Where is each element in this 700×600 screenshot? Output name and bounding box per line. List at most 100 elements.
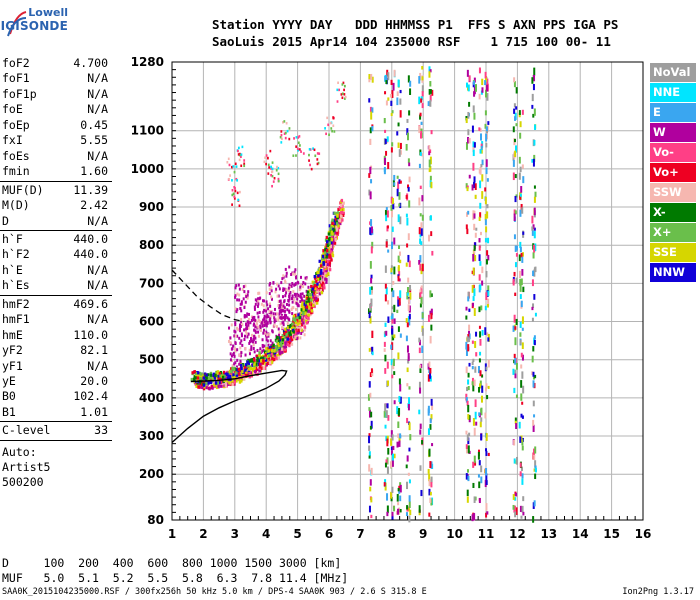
echo-point: [465, 315, 468, 320]
echo-point: [369, 479, 372, 486]
echo-point: [485, 480, 488, 486]
echo-point: [430, 461, 433, 469]
echo-point: [368, 433, 371, 438]
echo-point: [325, 274, 328, 278]
echo-point: [428, 159, 431, 168]
echo-point: [514, 497, 517, 501]
echo-point: [254, 340, 257, 344]
echo-point: [392, 336, 395, 341]
echo-point: [279, 316, 282, 320]
y-tick-label: 80: [147, 513, 164, 527]
echo-point: [427, 314, 430, 322]
echo-point: [479, 212, 482, 218]
echo-point: [430, 398, 433, 406]
echo-point: [327, 250, 330, 254]
echo-point: [480, 305, 483, 311]
echo-point: [520, 380, 523, 388]
echo-point: [385, 459, 388, 465]
echo-point: [277, 300, 280, 304]
echo-point: [485, 448, 488, 452]
echo-point: [265, 154, 268, 157]
echo-point: [384, 91, 387, 95]
echo-point: [471, 285, 474, 293]
echo-point: [228, 177, 230, 181]
echo-point: [368, 348, 371, 352]
echo-point: [484, 213, 487, 221]
echo-point: [430, 181, 433, 189]
echo-point: [203, 385, 206, 389]
echo-point: [281, 333, 284, 338]
echo-point: [420, 128, 423, 134]
echo-point: [328, 268, 332, 272]
echo-point: [481, 330, 484, 336]
echo-point: [277, 345, 280, 350]
echo-point: [311, 297, 315, 302]
echo-point: [234, 189, 237, 193]
echo-point: [467, 414, 470, 420]
echo-point: [515, 145, 518, 153]
echo-point: [268, 319, 271, 323]
echo-point: [472, 80, 475, 85]
echo-point: [330, 248, 334, 252]
echo-point: [324, 277, 327, 281]
echo-point: [270, 174, 273, 177]
echo-point: [532, 346, 535, 352]
param-row: yF2 82.1: [2, 343, 108, 358]
echo-point: [514, 357, 517, 365]
echo-point: [531, 215, 534, 224]
echo-point: [485, 259, 488, 265]
echo-point: [284, 136, 287, 140]
echo-point: [330, 240, 333, 244]
echo-point: [229, 336, 232, 340]
echo-point: [513, 505, 516, 512]
param-label: h`E: [2, 262, 23, 277]
echo-point: [291, 294, 294, 298]
echo-point: [238, 204, 241, 207]
echo-point: [265, 330, 268, 334]
echo-point: [515, 492, 518, 497]
echo-point: [294, 274, 297, 278]
echo-point: [393, 174, 396, 181]
echo-point: [239, 379, 243, 383]
echo-point: [289, 290, 292, 294]
echo-point: [408, 479, 411, 484]
x-tick-label: 1: [168, 527, 176, 541]
echo-point: [390, 344, 393, 350]
legend-item: X+: [650, 223, 696, 242]
echo-point: [513, 77, 516, 83]
echo-point: [342, 211, 345, 215]
echo-point: [513, 353, 516, 358]
echo-point: [480, 147, 483, 154]
param-row: h`F2 440.0: [2, 247, 108, 262]
echo-point: [430, 498, 433, 506]
echo-point: [205, 381, 208, 386]
param-row: B1 1.01: [2, 405, 108, 420]
echo-point: [479, 231, 482, 236]
echo-point: [291, 312, 294, 316]
echo-point: [305, 319, 308, 323]
echo-point: [198, 384, 202, 388]
echo-point: [473, 427, 476, 436]
echo-point: [292, 326, 296, 331]
echo-point: [273, 177, 276, 180]
echo-point: [231, 347, 234, 351]
echo-point: [283, 279, 286, 283]
echo-point: [257, 291, 260, 295]
echo-point: [246, 296, 249, 300]
echo-point: [253, 366, 256, 370]
echo-point: [325, 235, 329, 240]
echo-point: [387, 300, 390, 305]
echo-point: [250, 339, 253, 343]
echo-point: [253, 358, 256, 362]
echo-point: [386, 225, 389, 232]
echo-point: [326, 262, 330, 267]
echo-point: [292, 317, 295, 322]
echo-point: [481, 78, 484, 86]
echo-point: [475, 227, 478, 231]
echo-point: [484, 80, 487, 86]
echo-point: [472, 284, 475, 289]
echo-point: [533, 244, 536, 253]
echo-point: [474, 194, 477, 199]
echo-point: [263, 160, 266, 164]
echo-point: [246, 320, 249, 324]
